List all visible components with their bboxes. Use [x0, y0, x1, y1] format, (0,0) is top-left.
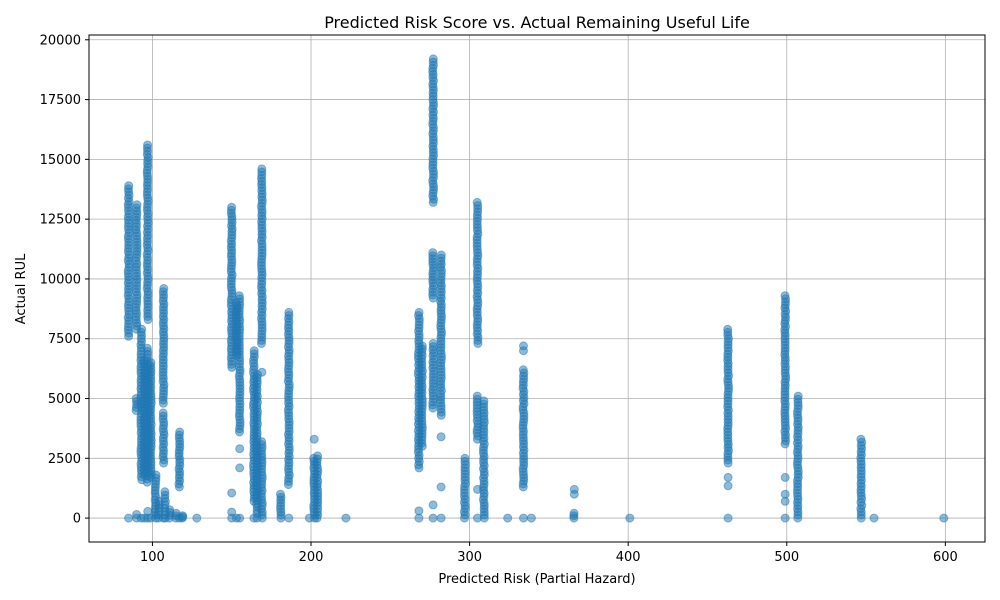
- data-point: [723, 472, 733, 482]
- data-point: [856, 434, 866, 444]
- data-point: [132, 200, 142, 210]
- y-tick-label: 0: [73, 512, 81, 527]
- data-point: [428, 248, 438, 258]
- data-point: [235, 444, 245, 454]
- data-point: [143, 140, 153, 150]
- data-point: [276, 489, 285, 499]
- data-point: [780, 489, 790, 499]
- y-tick-label: 2500: [48, 452, 81, 467]
- x-axis-label: Predicted Risk (Partial Hazard): [438, 572, 635, 587]
- data-point: [723, 481, 733, 491]
- data-point: [503, 513, 513, 523]
- data-point: [178, 511, 188, 521]
- data-point: [227, 202, 237, 212]
- y-axis-label: Actual RUL: [14, 253, 29, 324]
- data-point: [780, 472, 790, 482]
- data-point: [436, 513, 446, 523]
- data-point: [428, 513, 438, 523]
- data-point: [137, 324, 147, 334]
- data-point: [124, 181, 134, 191]
- data-point: [249, 346, 259, 356]
- data-point: [428, 339, 438, 348]
- y-tick-label: 17500: [40, 93, 81, 108]
- data-point: [175, 427, 185, 437]
- data-point: [869, 513, 879, 523]
- data-point: [192, 513, 202, 523]
- data-point: [428, 500, 438, 510]
- data-point: [142, 343, 152, 353]
- x-tick-label: 500: [774, 550, 799, 565]
- data-point: [158, 408, 168, 418]
- points-layer: [123, 54, 949, 523]
- y-tick-label: 12500: [40, 213, 81, 228]
- data-point: [472, 197, 482, 207]
- data-point: [284, 307, 294, 317]
- data-point: [313, 451, 323, 461]
- x-tick-label: 100: [140, 550, 165, 565]
- data-point: [780, 291, 790, 301]
- data-point: [526, 513, 536, 523]
- chart-title: Predicted Risk Score vs. Actual Remainin…: [324, 13, 750, 32]
- data-point: [723, 513, 733, 523]
- data-point: [227, 488, 237, 498]
- y-tick-label: 15000: [40, 153, 81, 168]
- data-point: [160, 487, 170, 497]
- data-point: [159, 284, 169, 293]
- data-point: [257, 367, 267, 377]
- data-point: [460, 453, 470, 463]
- data-point: [428, 54, 438, 64]
- data-point: [519, 513, 528, 523]
- y-tick-label: 5000: [48, 392, 81, 407]
- data-point: [569, 508, 579, 518]
- plot-frame: [88, 34, 986, 543]
- data-point: [235, 513, 245, 523]
- data-point: [625, 513, 635, 523]
- data-point: [569, 484, 579, 494]
- data-point: [146, 358, 156, 368]
- x-tick-label: 200: [299, 550, 324, 565]
- data-point: [234, 291, 244, 301]
- data-point: [472, 391, 482, 401]
- y-tick-label: 20000: [40, 33, 81, 48]
- data-point: [479, 396, 489, 406]
- data-point: [414, 513, 424, 523]
- data-point: [519, 341, 528, 351]
- data-point: [257, 437, 267, 447]
- x-tick-label: 300: [457, 550, 482, 565]
- data-point: [417, 341, 427, 351]
- data-point: [793, 391, 803, 401]
- data-point: [436, 250, 446, 260]
- data-point: [436, 432, 446, 442]
- data-point: [235, 463, 245, 473]
- data-point: [341, 513, 351, 523]
- data-point: [518, 365, 528, 375]
- ticks-layer: 100 200 300 400 500 600 0 2500 5000 7500 10000 1250…: [40, 33, 958, 565]
- data-point: [414, 307, 424, 317]
- data-point: [124, 513, 134, 523]
- data-point: [939, 513, 949, 523]
- data-point: [780, 513, 790, 523]
- data-point: [284, 513, 294, 523]
- data-point: [257, 164, 267, 174]
- y-tick-label: 7500: [48, 332, 81, 347]
- y-tick-label: 10000: [40, 272, 81, 287]
- data-point: [723, 324, 733, 334]
- data-point: [151, 470, 161, 480]
- data-point: [436, 482, 446, 492]
- x-tick-label: 400: [616, 550, 641, 565]
- data-point: [309, 434, 319, 444]
- x-tick-label: 600: [933, 550, 958, 565]
